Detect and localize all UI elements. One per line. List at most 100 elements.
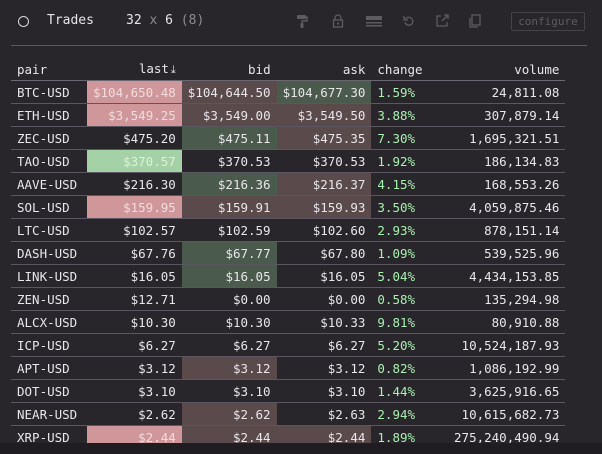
- volume-cell: 24,811.08: [443, 80, 566, 104]
- ask-cell: $475.35: [276, 126, 372, 150]
- table-row[interactable]: TAO-USD $370.57 $370.53 $370.53 1.92% 186,134…: [11, 149, 566, 173]
- change-cell: 0.82%: [371, 356, 444, 380]
- bid-cell: $159.91: [181, 195, 277, 219]
- popout-icon[interactable]: [435, 13, 449, 27]
- status-circle-icon: [18, 16, 29, 27]
- last-cell: $2.62: [87, 402, 182, 426]
- last-cell: $102.57: [87, 218, 182, 242]
- bid-cell: $370.53: [181, 149, 277, 173]
- ask-cell: $0.00: [276, 287, 372, 311]
- column-header-pair[interactable]: pair: [11, 58, 87, 81]
- panel-header: Trades 32 x 6 (8) configure: [0, 0, 602, 46]
- table-row[interactable]: DASH-USD $67.76 $67.77 $67.80 1.09% 539,525.9…: [11, 241, 566, 265]
- refresh-icon[interactable]: [402, 13, 416, 27]
- change-cell: 4.15%: [371, 172, 444, 196]
- pair-cell: LINK-USD: [11, 264, 87, 288]
- table-row[interactable]: BTC-USD $104,650.48 $104,644.50 $104,677.30…: [11, 80, 566, 104]
- lock-icon[interactable]: [331, 13, 345, 28]
- column-header-bid[interactable]: bid: [181, 58, 277, 81]
- ask-cell: $159.93: [276, 195, 372, 219]
- ask-cell: $370.53: [276, 149, 372, 173]
- table-row[interactable]: DOT-USD $3.10 $3.10 $3.10 1.44% 3,625,916.65: [11, 379, 566, 403]
- column-header-change[interactable]: change: [371, 58, 444, 81]
- paint-roller-icon[interactable]: [295, 13, 309, 28]
- last-cell: $3.10: [87, 379, 182, 403]
- sort-descending-icon[interactable]: ⤓: [170, 63, 176, 76]
- column-count: 6: [165, 13, 173, 28]
- column-header-ask[interactable]: ask: [276, 58, 372, 81]
- last-cell: $67.76: [87, 241, 182, 265]
- last-cell: $216.30: [87, 172, 182, 196]
- ask-cell: $3.10: [276, 379, 372, 403]
- bid-cell: $6.27: [181, 333, 277, 357]
- ask-cell: $67.80: [276, 241, 372, 265]
- pair-cell: ICP-USD: [11, 333, 87, 357]
- change-cell: 5.20%: [371, 333, 444, 357]
- table-row[interactable]: LINK-USD $16.05 $16.05 $16.05 5.04% 4,434,153…: [11, 264, 566, 288]
- bid-cell: $3.12: [181, 356, 277, 380]
- last-cell: $475.20: [87, 126, 182, 150]
- ask-cell: $16.05: [276, 264, 372, 288]
- table-row[interactable]: NEAR-USD $2.62 $2.62 $2.63 2.94% 10,615,682.7…: [11, 402, 566, 426]
- table-row[interactable]: LTC-USD $102.57 $102.59 $102.60 2.93% 878,151…: [11, 218, 566, 242]
- pair-cell: ETH-USD: [11, 103, 87, 127]
- volume-cell: 539,525.96: [443, 241, 566, 265]
- change-cell: 9.81%: [371, 310, 444, 334]
- bid-cell: $475.11: [181, 126, 277, 150]
- menu-lines-icon[interactable]: [366, 13, 382, 27]
- last-cell: $3.12: [87, 356, 182, 380]
- bid-cell: $2.62: [181, 402, 277, 426]
- table-row[interactable]: ALCX-USD $10.30 $10.30 $10.33 9.81% 80,910.88: [11, 310, 566, 334]
- last-cell: $6.27: [87, 333, 182, 357]
- volume-cell: 878,151.14: [443, 218, 566, 242]
- last-cell: $12.71: [87, 287, 182, 311]
- last-cell: $104,650.48: [87, 80, 182, 104]
- volume-cell: 4,434,153.85: [443, 264, 566, 288]
- column-header-volume[interactable]: volume: [443, 58, 566, 81]
- bid-cell: $3,549.00: [181, 103, 277, 127]
- change-cell: 1.09%: [371, 241, 444, 265]
- pair-cell: ZEN-USD: [11, 287, 87, 311]
- status-footer: [0, 443, 602, 454]
- table-row[interactable]: AAVE-USD $216.30 $216.36 $216.37 4.15% 168,55…: [11, 172, 566, 196]
- ask-cell: $3.12: [276, 356, 372, 380]
- panel-title: Trades: [47, 13, 94, 28]
- volume-cell: 10,524,187.93: [443, 333, 566, 357]
- configure-button[interactable]: configure: [511, 12, 585, 31]
- copy-icon[interactable]: [468, 13, 482, 28]
- ask-cell: $216.37: [276, 172, 372, 196]
- header-divider: [11, 45, 587, 46]
- ask-cell: $3,549.50: [276, 103, 372, 127]
- ask-cell: $6.27: [276, 333, 372, 357]
- volume-cell: 3,625,916.65: [443, 379, 566, 403]
- volume-cell: 168,553.26: [443, 172, 566, 196]
- ask-cell: $10.33: [276, 310, 372, 334]
- table-row[interactable]: ZEN-USD $12.71 $0.00 $0.00 0.58% 135,294.98: [11, 287, 566, 311]
- change-cell: 3.50%: [371, 195, 444, 219]
- pair-cell: AAVE-USD: [11, 172, 87, 196]
- pair-cell: DASH-USD: [11, 241, 87, 265]
- bid-cell: $0.00: [181, 287, 277, 311]
- column-header-last[interactable]: last ⤓: [87, 58, 182, 81]
- pair-cell: BTC-USD: [11, 80, 87, 104]
- table-row[interactable]: APT-USD $3.12 $3.12 $3.12 0.82% 1,086,192.99: [11, 356, 566, 380]
- table-row[interactable]: ETH-USD $3,549.25 $3,549.00 $3,549.50 3.88% 3…: [11, 103, 566, 127]
- volume-cell: 307,879.14: [443, 103, 566, 127]
- change-cell: 2.94%: [371, 402, 444, 426]
- last-cell: $10.30: [87, 310, 182, 334]
- trades-table: pair last ⤓ bid ask change volume BTC-USD…: [11, 58, 566, 449]
- bid-cell: $102.59: [181, 218, 277, 242]
- pair-cell: DOT-USD: [11, 379, 87, 403]
- table-row[interactable]: ZEC-USD $475.20 $475.11 $475.35 7.30% 1,695,3…: [11, 126, 566, 150]
- last-cell: $16.05: [87, 264, 182, 288]
- change-cell: 5.04%: [371, 264, 444, 288]
- change-cell: 1.44%: [371, 379, 444, 403]
- table-row[interactable]: SOL-USD $159.95 $159.91 $159.93 3.50% 4,059,8…: [11, 195, 566, 219]
- bid-cell: $216.36: [181, 172, 277, 196]
- change-cell: 3.88%: [371, 103, 444, 127]
- bid-cell: $67.77: [181, 241, 277, 265]
- table-row[interactable]: ICP-USD $6.27 $6.27 $6.27 5.20% 10,524,187.93: [11, 333, 566, 357]
- volume-cell: 1,695,321.51: [443, 126, 566, 150]
- last-cell: $159.95: [87, 195, 182, 219]
- last-cell: $370.57: [87, 149, 182, 173]
